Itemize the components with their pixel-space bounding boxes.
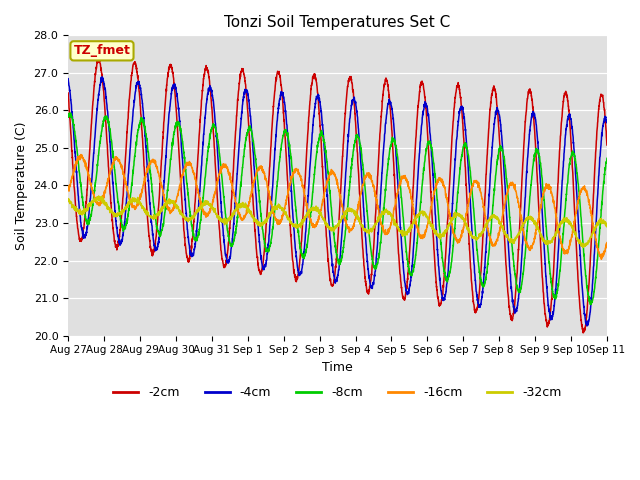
Title: Tonzi Soil Temperatures Set C: Tonzi Soil Temperatures Set C	[225, 15, 451, 30]
Legend: -2cm, -4cm, -8cm, -16cm, -32cm: -2cm, -4cm, -8cm, -16cm, -32cm	[108, 382, 567, 405]
Y-axis label: Soil Temperature (C): Soil Temperature (C)	[15, 121, 28, 250]
Text: TZ_fmet: TZ_fmet	[74, 44, 131, 57]
X-axis label: Time: Time	[322, 361, 353, 374]
